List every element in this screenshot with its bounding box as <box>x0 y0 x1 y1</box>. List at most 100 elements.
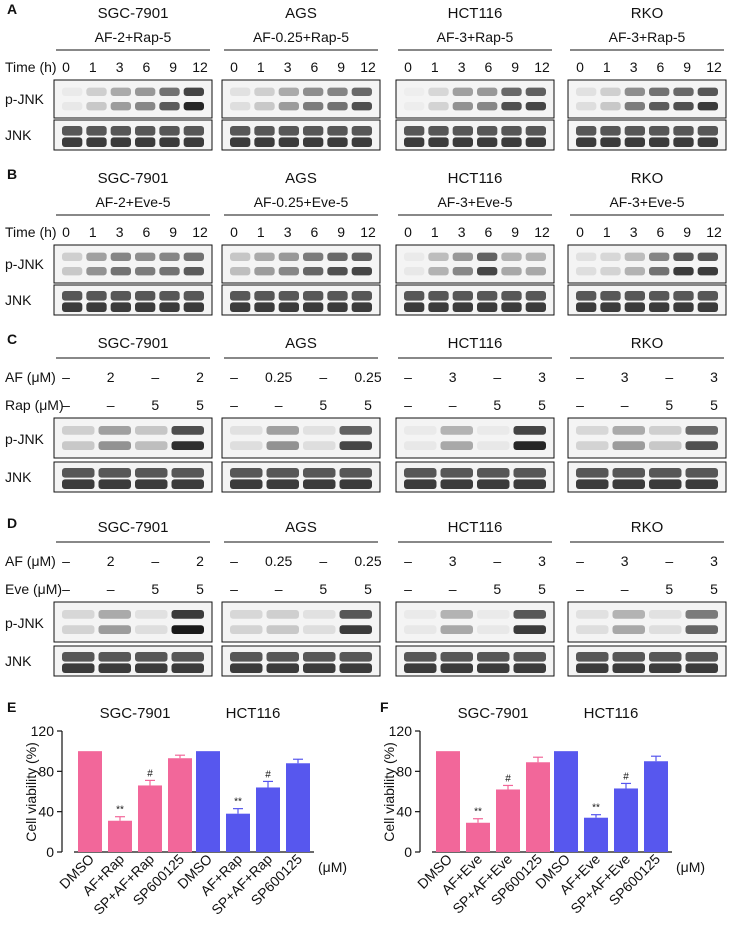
bar <box>226 813 250 852</box>
treatment-label: AF-0.25+Rap-5 <box>253 29 349 45</box>
band <box>183 126 204 136</box>
row1-value: – <box>62 369 70 385</box>
row2-value: 5 <box>665 581 673 597</box>
band <box>685 652 718 662</box>
cell-line-label: AGS <box>285 5 317 22</box>
band <box>428 302 449 312</box>
band <box>525 126 546 136</box>
time-point-label: 0 <box>576 224 584 240</box>
y-tick-label: 40 <box>38 804 54 820</box>
band <box>86 137 107 147</box>
row2-value: – <box>107 581 115 597</box>
band <box>86 302 107 312</box>
band <box>477 291 498 301</box>
blot-frame <box>395 244 555 284</box>
band <box>254 302 275 312</box>
band <box>624 252 645 261</box>
band <box>171 468 204 478</box>
row1-value: – <box>230 553 238 569</box>
band <box>135 302 156 312</box>
band <box>278 87 299 96</box>
band <box>612 479 645 489</box>
band <box>576 610 609 619</box>
row2-value: 5 <box>364 581 372 597</box>
row2-label: Rap (μM) <box>5 397 64 413</box>
band <box>404 291 425 301</box>
band <box>230 652 263 662</box>
time-point-label: 12 <box>534 224 550 240</box>
band <box>62 252 83 261</box>
band <box>624 302 645 312</box>
band <box>477 663 510 673</box>
band <box>525 302 546 312</box>
band <box>98 652 131 662</box>
band <box>254 137 275 147</box>
bar <box>466 822 490 852</box>
band <box>86 252 107 261</box>
band <box>685 663 718 673</box>
jnk-blot <box>221 645 381 677</box>
band <box>404 625 437 634</box>
band <box>135 479 168 489</box>
row2-value: 5 <box>665 397 673 413</box>
band <box>62 137 83 147</box>
band <box>576 302 597 312</box>
time-point-label: 6 <box>311 59 319 75</box>
row2-value: – <box>621 397 629 413</box>
band <box>303 252 324 261</box>
band <box>525 252 546 261</box>
band <box>339 652 372 662</box>
band <box>673 87 694 96</box>
band <box>513 652 546 662</box>
time-point-label: 3 <box>284 59 292 75</box>
row2-value: – <box>404 581 412 597</box>
panel-C: C AF (μM) Rap (μM) SGC-7901 – – 2 – – 5 2 5 AGS – – 0.2… <box>5 331 727 493</box>
jnk-blot <box>53 119 213 151</box>
row2-value: 5 <box>319 397 327 413</box>
band <box>230 291 251 301</box>
blot-frame <box>221 601 381 643</box>
band <box>477 126 498 136</box>
pjnk-blot <box>567 601 727 643</box>
band <box>303 625 336 634</box>
band <box>62 291 83 301</box>
row1-value: 0.25 <box>265 553 292 569</box>
pjnk-blot <box>567 244 727 284</box>
row2-value: 5 <box>538 397 546 413</box>
band <box>278 252 299 261</box>
band <box>624 87 645 96</box>
row1-value: – <box>493 553 501 569</box>
band <box>303 302 324 312</box>
band <box>278 137 299 147</box>
unit-label: (μM) <box>676 859 705 875</box>
row2-value: – <box>576 581 584 597</box>
band <box>576 426 609 435</box>
band <box>685 479 718 489</box>
band <box>266 479 299 489</box>
band <box>86 267 107 276</box>
bar <box>526 762 550 852</box>
row-label-jnk: JNK <box>5 469 32 485</box>
row-label-pjnk: p-JNK <box>5 256 45 272</box>
band <box>62 302 83 312</box>
row2-value: 5 <box>493 397 501 413</box>
time-point-label: 12 <box>192 224 208 240</box>
band <box>649 302 670 312</box>
band <box>685 625 718 634</box>
row1-value: 0.25 <box>354 553 381 569</box>
band <box>351 302 372 312</box>
time-point-label: 6 <box>657 59 665 75</box>
band <box>673 291 694 301</box>
band <box>404 267 425 276</box>
row1-value: 3 <box>538 553 546 569</box>
band <box>513 426 546 435</box>
band <box>576 267 597 276</box>
band <box>62 468 95 478</box>
time-point-label: 6 <box>311 224 319 240</box>
band <box>673 126 694 136</box>
pjnk-blot <box>53 417 213 459</box>
band <box>230 625 263 634</box>
time-point-label: 12 <box>706 224 722 240</box>
bar <box>644 761 668 852</box>
